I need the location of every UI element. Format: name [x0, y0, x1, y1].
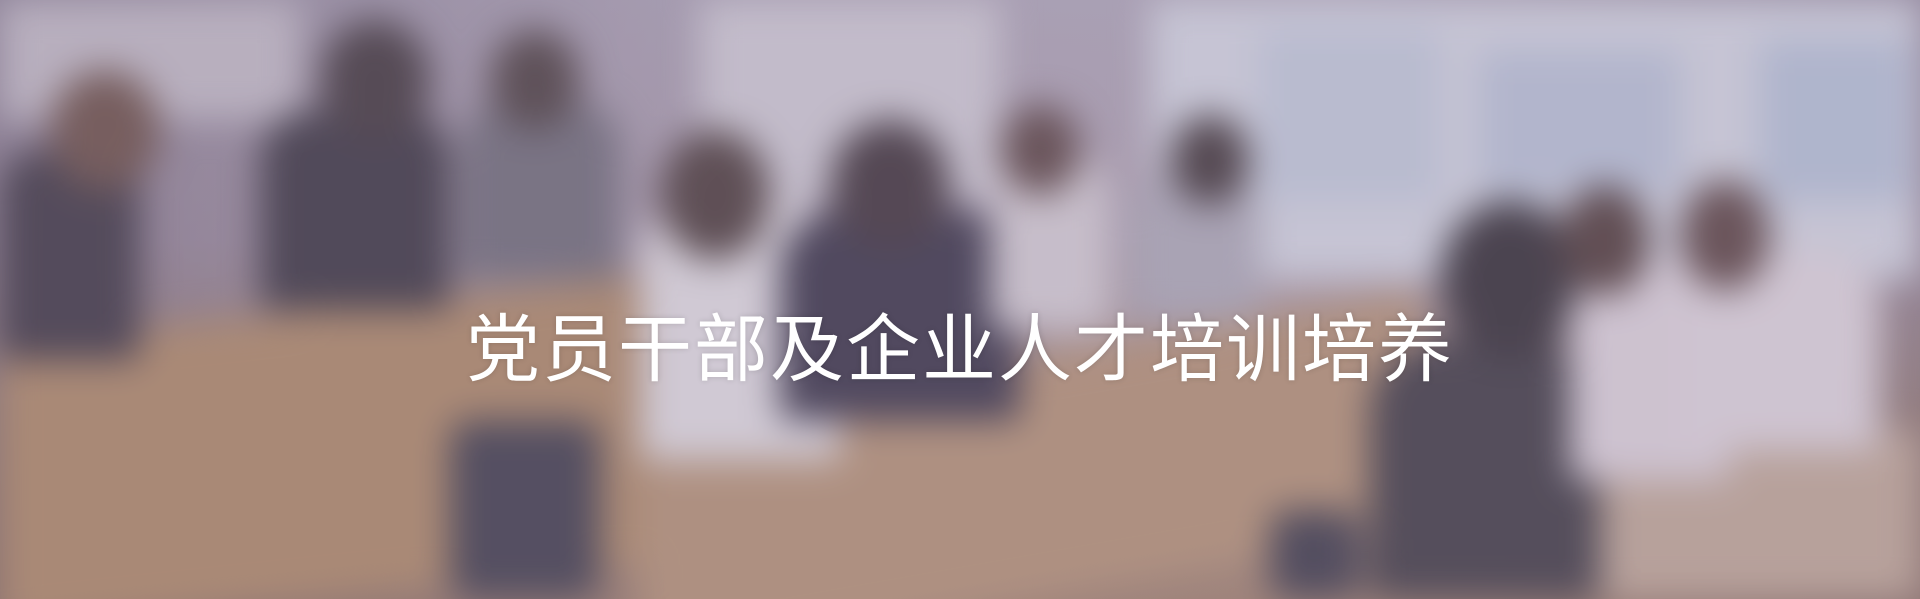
banner-headline: 党员干部及企业人才培训培养 — [466, 306, 1454, 393]
